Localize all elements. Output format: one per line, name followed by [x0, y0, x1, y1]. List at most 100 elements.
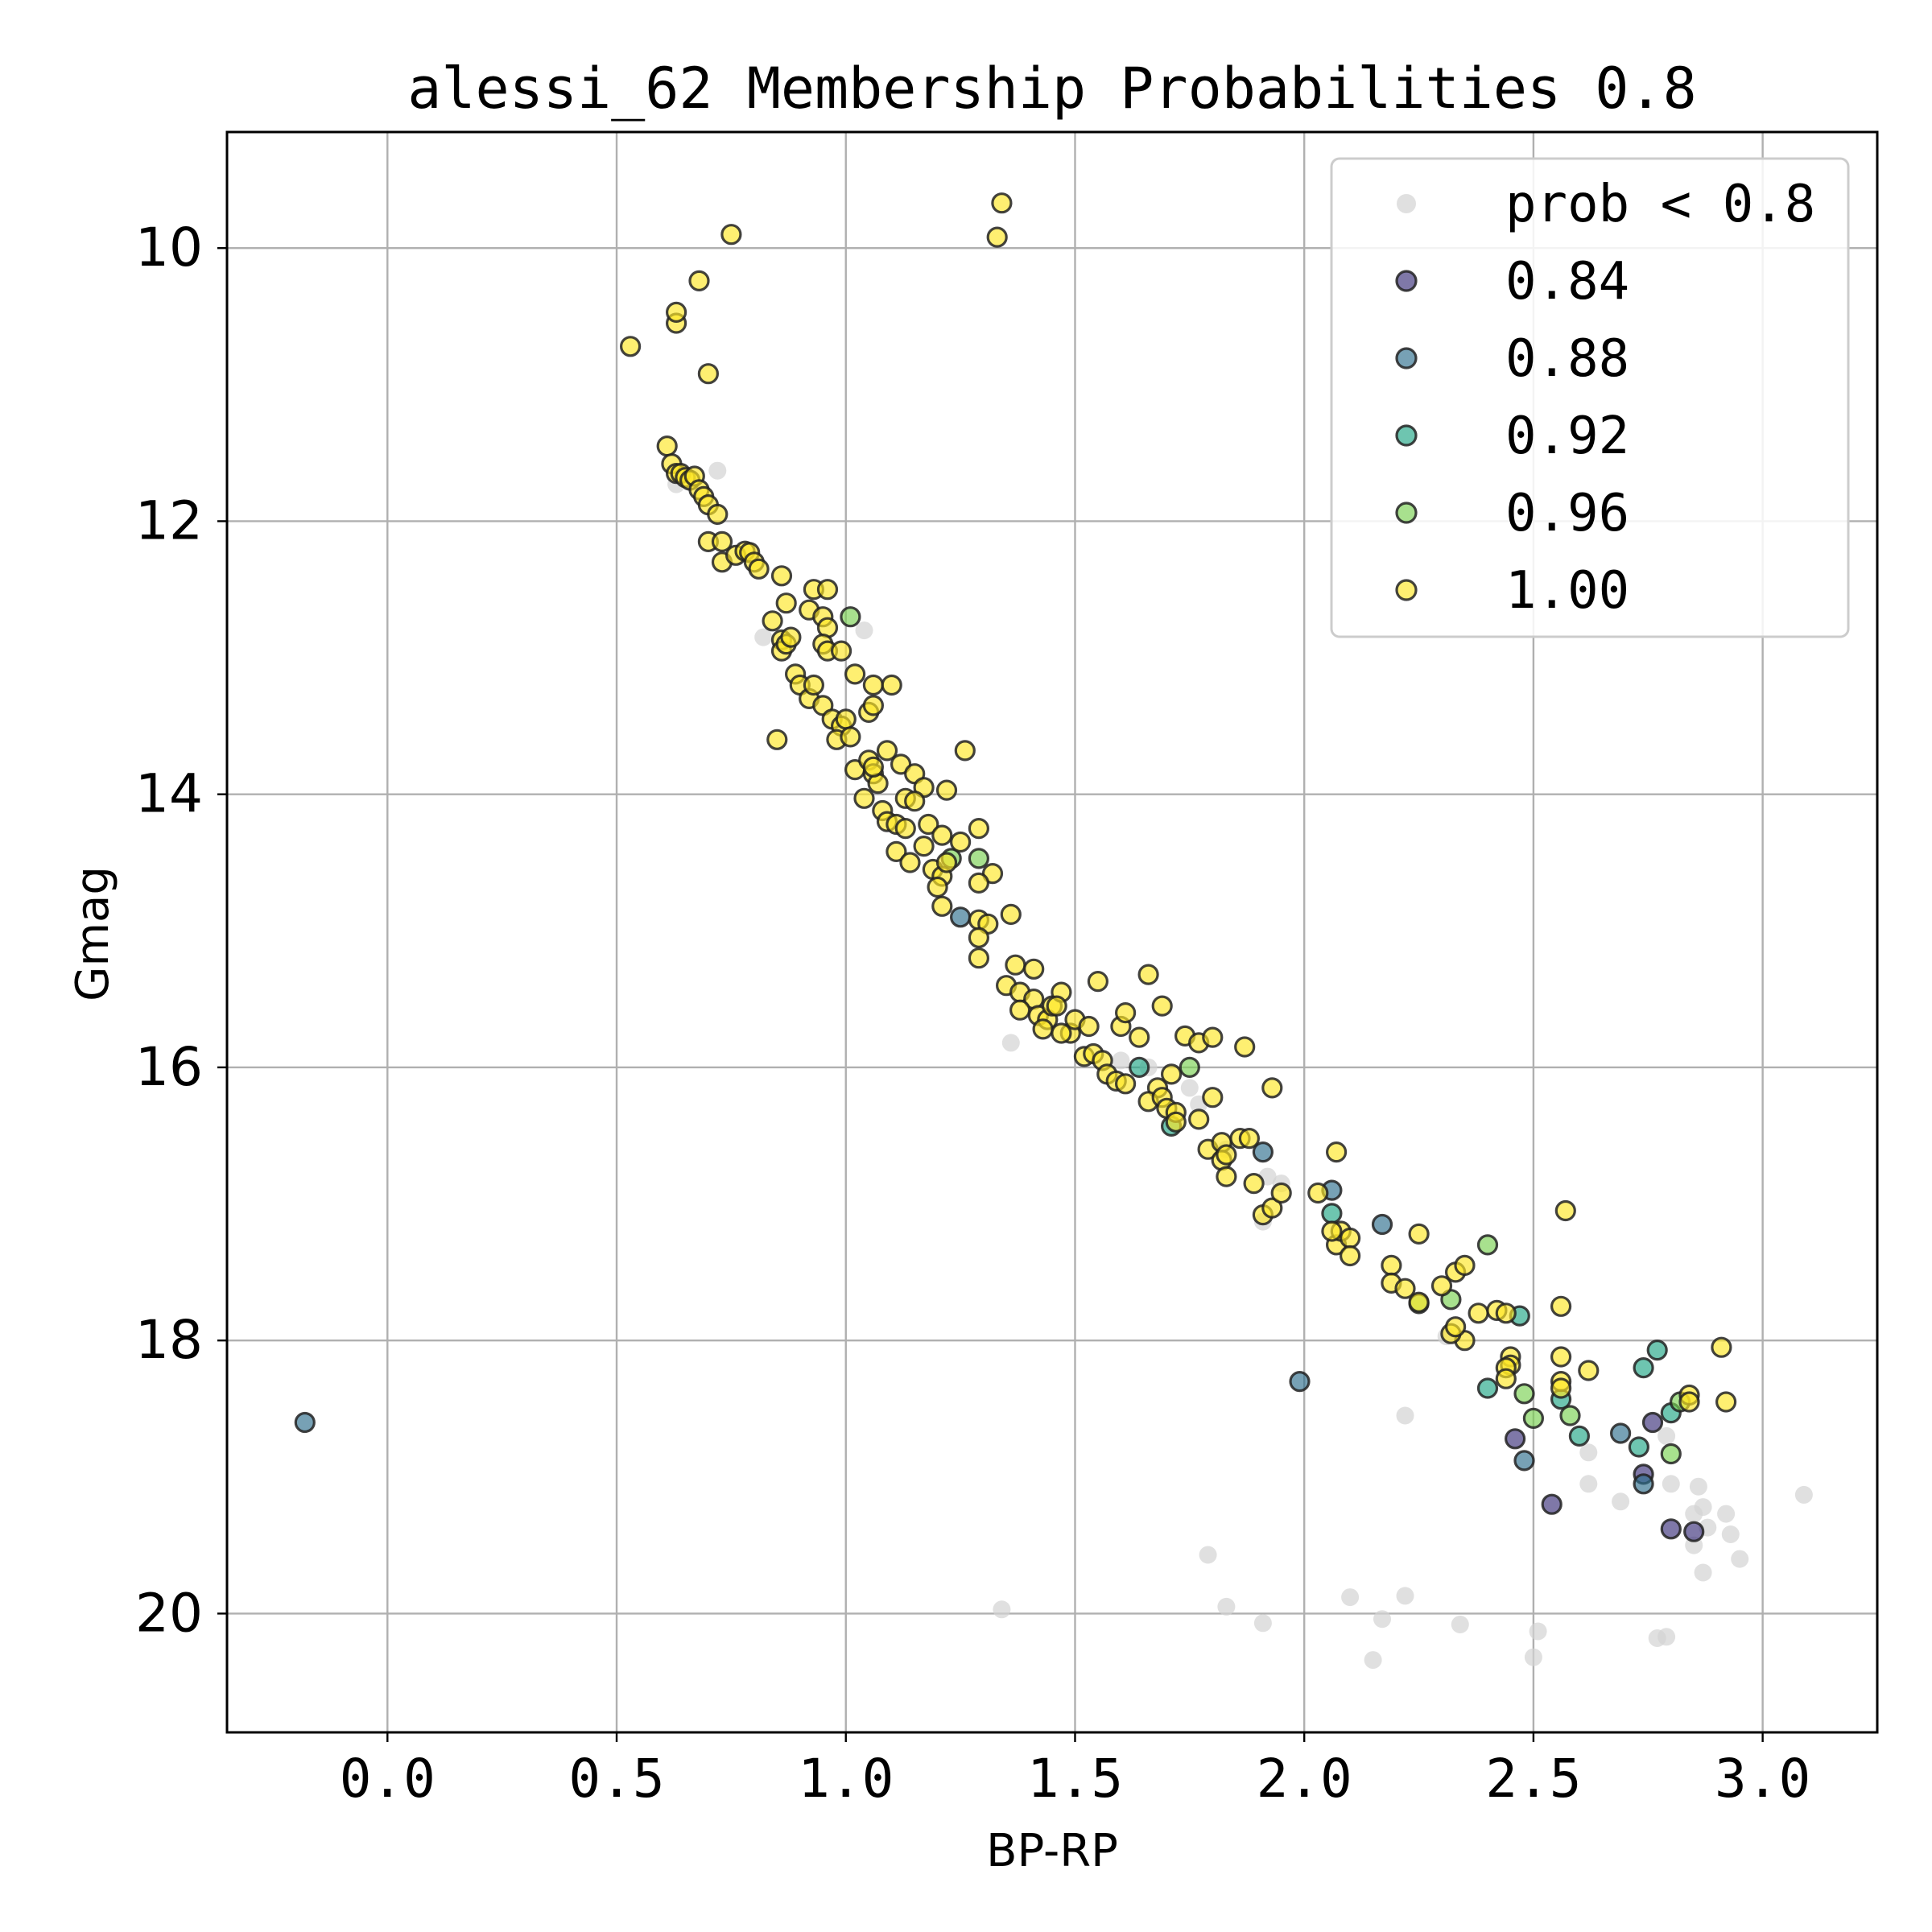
member-point-1-00 [1234, 1036, 1256, 1058]
member-point-1-00 [853, 787, 875, 809]
member-point-1-00 [862, 756, 885, 778]
member-point-1-00 [899, 852, 921, 873]
low-prob-point [1662, 1475, 1680, 1493]
member-point-1-00 [1321, 1220, 1343, 1242]
member-point-1-00 [1078, 1015, 1100, 1038]
member-point-1-00 [1114, 1073, 1137, 1095]
member-point-0-88 [949, 906, 972, 928]
member-point-1-00 [1307, 1182, 1329, 1204]
member-point-1-00 [1468, 1302, 1489, 1324]
low-prob-point [1529, 1622, 1547, 1641]
low-prob-point [1657, 1426, 1676, 1445]
low-prob-point [1794, 1485, 1813, 1504]
member-point-0-96 [1522, 1407, 1545, 1430]
low-prob-point [1689, 1477, 1707, 1496]
member-point-0-88 [1513, 1450, 1535, 1472]
member-point-0-88 [1252, 1141, 1274, 1163]
member-point-0-84 [1660, 1518, 1682, 1540]
member-point-1-00 [1408, 1223, 1430, 1245]
legend-marker [1395, 502, 1418, 524]
member-point-1-00 [1129, 1026, 1150, 1048]
legend-label: 0.96 [1505, 484, 1629, 543]
member-point-1-00 [1151, 995, 1173, 1017]
member-point-1-00 [844, 663, 866, 685]
legend-marker [1395, 347, 1418, 369]
member-point-1-00 [968, 817, 990, 840]
member-point-1-00 [688, 270, 710, 291]
member-point-0-96 [968, 848, 990, 869]
member-point-0-96 [1476, 1234, 1499, 1256]
member-point-1-00 [1202, 1026, 1224, 1048]
member-point-0-92 [1646, 1339, 1668, 1361]
member-point-1-00 [1325, 1141, 1348, 1163]
grid-lines [227, 132, 1877, 1732]
member-point-1-00 [1000, 903, 1022, 926]
member-point-1-00 [775, 592, 797, 614]
member-point-1-00 [1711, 1336, 1732, 1358]
member-point-1-00 [1715, 1391, 1737, 1413]
member-point-1-00 [986, 226, 1008, 248]
member-point-1-00 [803, 674, 825, 696]
low-prob-point [1364, 1651, 1382, 1670]
member-point-1-00 [1188, 1108, 1210, 1130]
legend-label: 0.88 [1505, 329, 1629, 389]
member-point-0-92 [1568, 1425, 1591, 1447]
member-point-1-00 [931, 895, 953, 917]
low-prob-point [1717, 1505, 1736, 1523]
x-tick-label: 0.5 [568, 1748, 664, 1810]
member-point-1-00 [1444, 1316, 1467, 1338]
x-axis-label: BP-RP [986, 1825, 1118, 1877]
member-point-1-00 [1381, 1254, 1402, 1277]
low-prob-point [1579, 1475, 1598, 1493]
member-point-0-96 [840, 606, 861, 628]
member-point-1-00 [619, 336, 642, 357]
member-point-1-00 [1495, 1302, 1517, 1324]
member-point-1-00 [1137, 964, 1159, 985]
member-point-1-00 [927, 876, 948, 898]
y-tick-label: 20 [135, 1582, 203, 1644]
member-point-1-00 [935, 779, 958, 801]
low-prob-point [1579, 1443, 1598, 1462]
member-point-1-00 [1261, 1077, 1283, 1099]
member-point-1-00 [1009, 999, 1031, 1021]
member-point-1-00 [881, 674, 902, 696]
legend-label: 0.84 [1505, 252, 1629, 312]
member-point-0-92 [1633, 1356, 1654, 1379]
y-tick-label: 18 [135, 1309, 203, 1371]
member-point-1-00 [1216, 1166, 1237, 1187]
member-point-1-00 [1678, 1391, 1700, 1413]
low-prob-point [1199, 1546, 1217, 1564]
member-point-0-96 [1179, 1056, 1200, 1079]
member-point-0-92 [1129, 1056, 1150, 1079]
member-point-0-96 [1513, 1383, 1535, 1405]
member-point-0-84 [1683, 1521, 1705, 1542]
member-point-1-00 [886, 840, 907, 863]
member-point-1-00 [1005, 954, 1026, 976]
legend-marker [1395, 424, 1418, 447]
member-point-1-00 [931, 824, 953, 846]
member-point-1-00 [968, 947, 990, 969]
member-point-1-00 [697, 363, 720, 385]
member-point-1-00 [862, 695, 885, 716]
member-point-1-00 [1051, 1022, 1072, 1044]
y-tick-label: 16 [135, 1036, 203, 1098]
member-point-1-00 [748, 558, 770, 580]
legend-marker [1397, 194, 1416, 213]
member-point-1-00 [1160, 1063, 1183, 1085]
member-point-1-00 [1339, 1227, 1361, 1249]
x-tick-label: 1.5 [1027, 1748, 1123, 1810]
x-tick-label: 1.0 [798, 1748, 894, 1810]
member-point-1-00 [1046, 995, 1067, 1017]
low-prob-point [1396, 1587, 1414, 1605]
member-point-1-00 [835, 708, 857, 730]
member-point-0-84 [1641, 1411, 1664, 1434]
member-point-0-88 [294, 1411, 316, 1434]
member-point-0-92 [1628, 1436, 1650, 1458]
member-point-1-00 [968, 927, 990, 948]
x-tick-label: 3.0 [1715, 1748, 1810, 1810]
low-prob-point [1001, 1034, 1020, 1052]
member-point-1-00 [1339, 1245, 1361, 1267]
legend-marker [1395, 270, 1418, 292]
low-prob-point [708, 461, 727, 480]
member-point-1-00 [968, 872, 990, 894]
